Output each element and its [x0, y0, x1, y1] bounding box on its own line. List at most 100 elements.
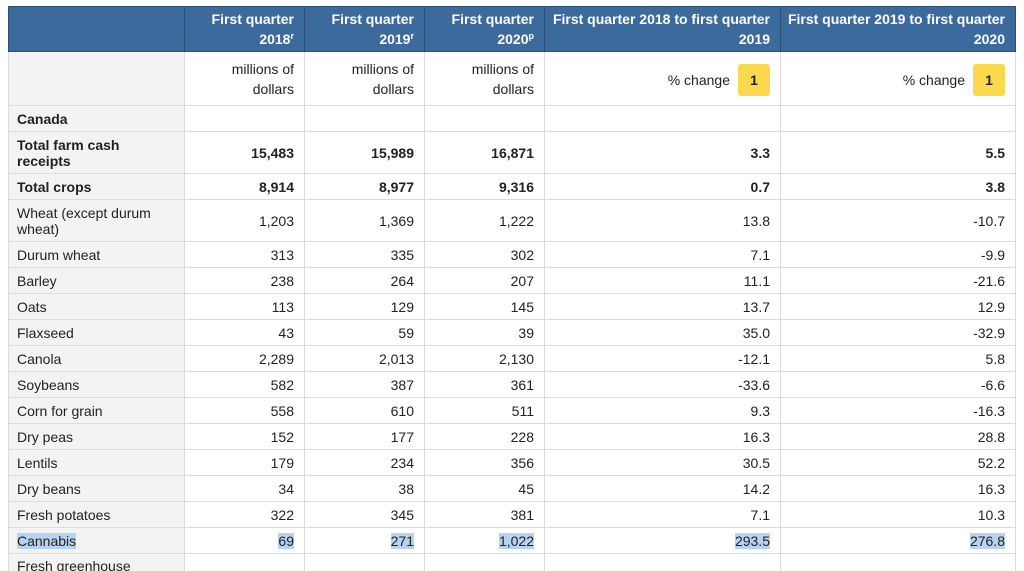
value-2018: 15,483	[184, 131, 305, 174]
row-label: Fresh potatoes	[8, 501, 185, 528]
value-2018: 8,914	[184, 173, 305, 200]
value-2020: 145	[424, 293, 545, 320]
table-body: Total farm cash receipts 15,483 15,989 16,8…	[8, 131, 1016, 571]
row-label: Lentils	[8, 449, 185, 476]
empty-cell	[780, 105, 1016, 132]
revised-mark: r	[410, 31, 414, 41]
change-2018-2019: 14.2	[544, 475, 781, 502]
value-2018: 69	[184, 527, 305, 554]
row-label: Soybeans	[8, 371, 185, 398]
column-header-row: First quarter 2018r First quarter 2019r …	[8, 6, 1016, 52]
value-2019: 2,013	[304, 345, 425, 372]
table-row: Barley 238 264 207 11.1 -21.6	[8, 267, 1016, 294]
header-q2018: First quarter 2018r	[184, 6, 305, 52]
change-2018-2019: 3.3	[544, 131, 781, 174]
footnote-1-button[interactable]: 1	[738, 64, 770, 96]
value-2019: 234	[304, 449, 425, 476]
value-2020: 45	[424, 475, 545, 502]
units-pct-cell: % change 1	[544, 51, 781, 106]
change-2019-2020: 16.3	[780, 475, 1016, 502]
value-2020: 381	[424, 501, 545, 528]
change-2018-2019: 13.7	[544, 293, 781, 320]
value-2020: 302	[424, 241, 545, 268]
header-q2019: First quarter 2019r	[304, 6, 425, 52]
value-2019: 271	[304, 527, 425, 554]
row-label: Barley	[8, 267, 185, 294]
change-2018-2019: 9.3	[544, 397, 781, 424]
units-row: millions of dollars millions of dollars …	[8, 51, 1016, 106]
row-label: Dry beans	[8, 475, 185, 502]
change-2018-2019: -33.6	[544, 371, 781, 398]
change-2019-2020: -21.6	[780, 267, 1016, 294]
change-2018-2019: 30.5	[544, 449, 781, 476]
value-2019: 1,369	[304, 199, 425, 242]
change-2019-2020: 5.8	[780, 345, 1016, 372]
value-2018: 43	[184, 319, 305, 346]
section-label: Canada	[8, 105, 185, 132]
change-2018-2019: 11.1	[544, 267, 781, 294]
value-2020: 228	[424, 423, 545, 450]
change-2019-2020: 3.8	[780, 173, 1016, 200]
value-2018: 152	[184, 423, 305, 450]
value-2020: 356	[424, 449, 545, 476]
table-row: Total crops 8,914 8,977 9,316 0.7 3.8	[8, 173, 1016, 200]
change-2018-2019: 7.1	[544, 501, 781, 528]
change-2019-2020: -9.9	[780, 241, 1016, 268]
footnote-1-button[interactable]: 1	[973, 64, 1005, 96]
units-pct: % change	[902, 72, 965, 88]
value-2018: 99	[184, 553, 305, 571]
table-row: Lentils 179 234 356 30.5 52.2	[8, 449, 1016, 476]
row-label: Durum wheat	[8, 241, 185, 268]
change-2018-2019: 35.0	[544, 319, 781, 346]
change-2019-2020: 276.8	[780, 527, 1016, 554]
value-2020: 9,316	[424, 173, 545, 200]
value-2019: 59	[304, 319, 425, 346]
empty-cell	[544, 105, 781, 132]
change-2019-2020: 28.8	[780, 423, 1016, 450]
value-2019: 345	[304, 501, 425, 528]
header-change-2018-2019: First quarter 2018 to first quarter 2019	[544, 6, 781, 52]
table-row: Fresh greenhouse vegetables991031003.8-3…	[8, 553, 1016, 571]
row-label: Corn for grain	[8, 397, 185, 424]
change-2019-2020: 5.5	[780, 131, 1016, 174]
empty-cell	[424, 105, 545, 132]
value-2019: 335	[304, 241, 425, 268]
value-2020: 16,871	[424, 131, 545, 174]
units-pct: % change	[667, 72, 730, 88]
change-2019-2020: 52.2	[780, 449, 1016, 476]
value-2018: 2,289	[184, 345, 305, 372]
row-label: Total crops	[8, 173, 185, 200]
value-2019: 610	[304, 397, 425, 424]
section-row: Canada	[8, 105, 1016, 132]
value-2019: 264	[304, 267, 425, 294]
value-2019: 103	[304, 553, 425, 571]
table-row: Soybeans 582 387 361 -33.6 -6.6	[8, 371, 1016, 398]
value-2020: 1,022	[424, 527, 545, 554]
header-change-2019-2020: First quarter 2019 to first quarter 2020	[780, 6, 1016, 52]
units-stub	[8, 51, 185, 106]
table-row: Total farm cash receipts 15,483 15,989 16,8…	[8, 131, 1016, 174]
value-2019: 387	[304, 371, 425, 398]
change-2019-2020: -32.9	[780, 319, 1016, 346]
units-money: millions of dollars	[304, 51, 425, 106]
value-2018: 558	[184, 397, 305, 424]
units-pct-cell: % change 1	[780, 51, 1016, 106]
farm-cash-receipts-table: First quarter 2018r First quarter 2019r …	[8, 6, 1016, 571]
change-2019-2020: -10.7	[780, 199, 1016, 242]
change-2019-2020: -3.1	[780, 553, 1016, 571]
row-label: Flaxseed	[8, 319, 185, 346]
value-2018: 238	[184, 267, 305, 294]
value-2018: 313	[184, 241, 305, 268]
value-2019: 15,989	[304, 131, 425, 174]
empty-cell	[304, 105, 425, 132]
table-row: Corn for grain 558 610 511 9.3 -16.3	[8, 397, 1016, 424]
value-2018: 1,203	[184, 199, 305, 242]
table-row: Wheat (except durum wheat) 1,203 1,369 1,22…	[8, 199, 1016, 242]
value-2019: 177	[304, 423, 425, 450]
units-money: millions of dollars	[184, 51, 305, 106]
change-2018-2019: 13.8	[544, 199, 781, 242]
empty-cell	[184, 105, 305, 132]
revised-mark: r	[290, 31, 294, 41]
row-label: Dry peas	[8, 423, 185, 450]
